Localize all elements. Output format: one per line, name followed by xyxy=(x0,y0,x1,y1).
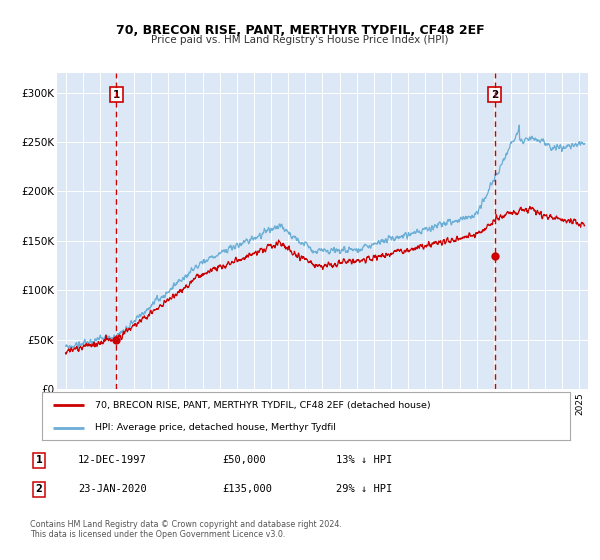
Text: This data is licensed under the Open Government Licence v3.0.: This data is licensed under the Open Gov… xyxy=(30,530,286,539)
Text: 70, BRECON RISE, PANT, MERTHYR TYDFIL, CF48 2EF: 70, BRECON RISE, PANT, MERTHYR TYDFIL, C… xyxy=(116,24,484,36)
Text: 2: 2 xyxy=(35,484,43,494)
Text: 13% ↓ HPI: 13% ↓ HPI xyxy=(336,455,392,465)
Text: 1: 1 xyxy=(35,455,43,465)
Text: 23-JAN-2020: 23-JAN-2020 xyxy=(78,484,147,494)
Text: HPI: Average price, detached house, Merthyr Tydfil: HPI: Average price, detached house, Mert… xyxy=(95,423,335,432)
Text: 70, BRECON RISE, PANT, MERTHYR TYDFIL, CF48 2EF (detached house): 70, BRECON RISE, PANT, MERTHYR TYDFIL, C… xyxy=(95,401,430,410)
Text: 2: 2 xyxy=(491,90,499,100)
Text: £135,000: £135,000 xyxy=(222,484,272,494)
Text: Price paid vs. HM Land Registry's House Price Index (HPI): Price paid vs. HM Land Registry's House … xyxy=(151,35,449,45)
Text: Contains HM Land Registry data © Crown copyright and database right 2024.: Contains HM Land Registry data © Crown c… xyxy=(30,520,342,529)
Text: 12-DEC-1997: 12-DEC-1997 xyxy=(78,455,147,465)
Text: 29% ↓ HPI: 29% ↓ HPI xyxy=(336,484,392,494)
Text: £50,000: £50,000 xyxy=(222,455,266,465)
Text: 1: 1 xyxy=(112,90,120,100)
